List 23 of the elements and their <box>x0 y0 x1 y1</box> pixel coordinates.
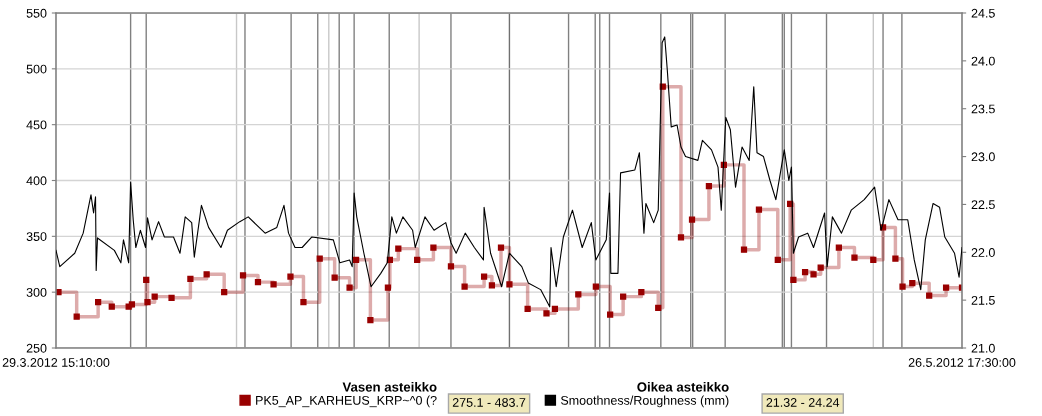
y-tick-label: 500 <box>26 64 47 74</box>
legend-label: PK5_AP_KARHEUS_KRP~^0 (? <box>256 395 437 408</box>
x-tick-label: 29.3.2012 15:10:00 <box>2 358 110 367</box>
y-tick-label: 250 <box>26 343 47 353</box>
text: Vasen asteikko <box>342 381 437 392</box>
y-tick-label: 350 <box>26 232 47 241</box>
y2-tick-label: 22.5 <box>971 200 995 210</box>
y-tick-label: 550 <box>26 8 47 18</box>
y-tick-label: 300 <box>26 287 47 297</box>
x-tick-label: 26.5.2012 17:30:00 <box>908 358 1016 367</box>
y2-tick-label: 22.0 <box>971 248 995 257</box>
y-tick-label: 450 <box>26 120 47 130</box>
y2-tick-label: 24.0 <box>971 56 995 66</box>
y2-tick-label: 23.5 <box>971 104 995 114</box>
text: 275.1 - 483.7 <box>452 398 526 407</box>
y2-tick-label: 24.5 <box>971 8 995 18</box>
y2-tick-label: 21.0 <box>971 343 995 353</box>
text: 21.32 - 24.24 <box>766 398 840 407</box>
y2-tick-label: 21.5 <box>971 295 995 305</box>
y2-tick-label: 23.0 <box>971 152 995 162</box>
y-tick-label: 400 <box>26 176 47 186</box>
text: Oikea asteikko <box>637 381 729 392</box>
legend-label: Smoothness/Roughness (mm) <box>560 395 729 408</box>
